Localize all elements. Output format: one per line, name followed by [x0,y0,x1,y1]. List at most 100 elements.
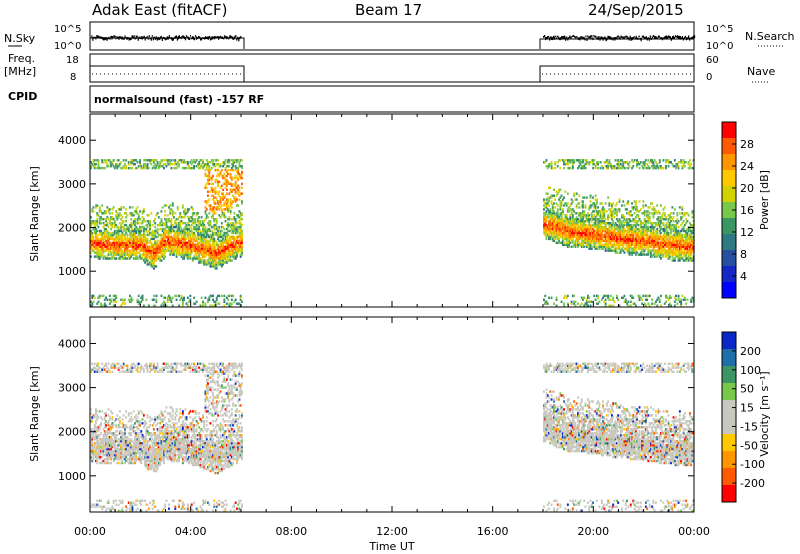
rti-cell [146,257,149,260]
rti-cell [230,298,233,301]
rti-cell [90,304,92,307]
rti-cell [95,231,97,235]
rti-cell [652,225,655,229]
nsky-sample [610,36,612,40]
rti-cell [549,225,552,229]
rti-cell [112,206,115,209]
rti-cell [185,251,188,254]
rti-cell [212,243,214,246]
rti-cell [90,231,92,235]
rti-cell [238,245,241,248]
rti-cell [600,165,603,168]
rti-cell [178,245,180,248]
rti-cell [202,233,204,237]
rti-cell [141,233,144,237]
rti-cell [92,245,95,248]
rti-cell [665,165,667,168]
rti-cell [626,161,628,164]
rti-cell [656,218,659,221]
rti-cell [110,247,112,250]
rti-cell [588,237,591,241]
rti-cell [144,239,146,242]
rti-cell [566,220,569,223]
rti-cell [655,233,657,237]
rti-cell [638,229,641,233]
rti-cell [125,231,128,235]
rti-cell [582,212,584,215]
rti-cell [199,229,202,233]
rti-cell [574,198,577,201]
rti-cell [203,229,206,233]
rti-cell [636,222,638,225]
rti-cell [598,222,601,225]
rti-cell [163,231,165,235]
rti-cell [666,245,669,248]
rti-cell [241,239,243,242]
rti-cell [239,255,242,258]
rti-cell [209,176,212,180]
rti-cell [559,231,562,235]
rti-cell [608,298,611,301]
rti-cell [159,245,162,248]
rti-cell [102,239,105,242]
rti-cell [598,218,601,221]
nsky-sample [671,36,674,40]
rti-cell [223,255,226,258]
rti-cell [121,257,124,260]
rti-cell [224,241,227,244]
rti-cell [120,161,123,164]
rti-cell [239,231,242,235]
rti-cell [233,300,236,303]
rti-cell [176,251,179,254]
rti-cell [642,253,645,256]
nsky-sample [104,37,106,40]
rti-cell [117,253,120,256]
rti-cell [656,237,659,241]
rti-cell [224,166,227,170]
rti-cell [613,231,616,235]
rti-cell [652,166,655,170]
nsky-sample [107,37,109,40]
rti-cell [208,298,211,301]
nsky-sample [147,37,149,40]
rti-cell [626,218,628,221]
rti-cell [98,253,101,256]
rti-cell [106,245,109,248]
rti-cell [636,165,638,168]
rti-cell [560,225,563,229]
rti-cell [560,194,563,197]
rti-cell [229,249,232,252]
rti-cell [663,235,666,239]
rti-cell [134,218,136,221]
rti-cell [105,223,107,227]
rti-cell [195,237,198,241]
rti-cell [197,227,199,231]
rti-cell [594,241,597,244]
rti-cell [564,229,567,233]
rti-cell [631,225,633,229]
rti-cell [227,255,230,258]
rti-cell [589,225,592,229]
rti-cell [96,239,99,242]
rti-cell [145,159,148,162]
rti-cell [149,251,151,254]
rti-cell [130,222,133,225]
rti-cell [667,245,670,248]
rti-cell [544,227,547,231]
rti-cell [650,239,652,242]
rti-cell [198,216,201,219]
rti-cell [204,247,207,250]
rti-cell [141,210,144,213]
nsky-sample [640,37,642,42]
rti-cell [241,214,243,217]
rti-cell [209,245,212,248]
rti-cell [551,166,554,170]
rti-cell [595,223,598,227]
rti-cell [644,233,647,237]
rti-cell [595,210,598,213]
rti-cell [632,220,635,223]
nsky-sample [194,35,197,37]
rti-cell [230,243,233,246]
rti-cell [219,255,222,258]
rti-cell [628,231,631,235]
